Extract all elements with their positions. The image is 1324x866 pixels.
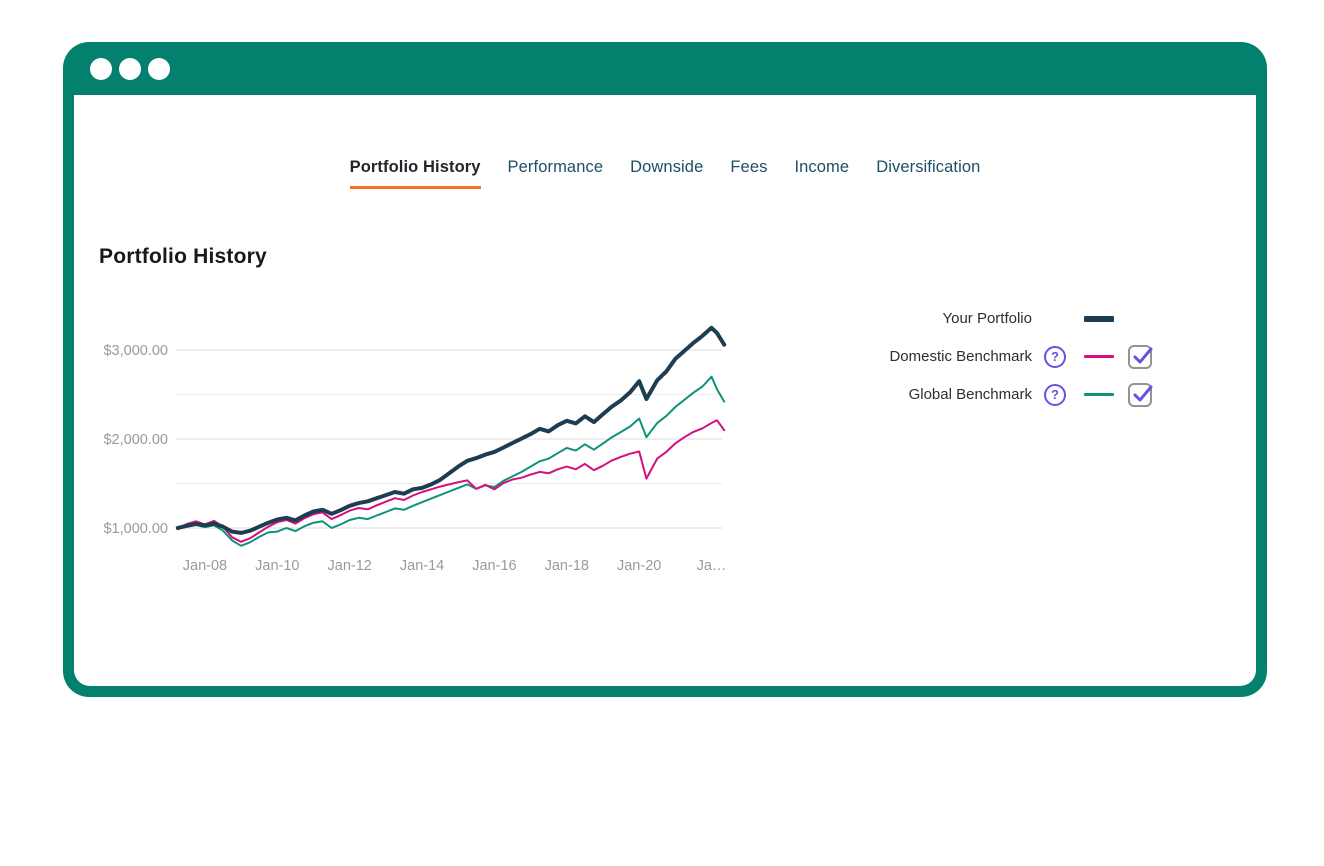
chart-legend: Your Portfolio Domestic Benchmark? Global … [889, 306, 1153, 420]
tab-performance[interactable]: Performance [507, 158, 604, 176]
x-axis-tick-label: Jan-10 [255, 558, 299, 574]
checkbox-slot [1128, 344, 1153, 369]
window-content: Portfolio History Performance Downside Fees… [74, 95, 1256, 686]
legend-label: Global Benchmark [908, 386, 1032, 403]
x-axis-tick-label: Jan-14 [400, 558, 444, 574]
help-slot: ? [1044, 383, 1066, 406]
browser-window: Portfolio History Performance Downside Fees… [63, 42, 1267, 697]
window-dot-2[interactable] [119, 57, 141, 80]
checkmark-icon [1133, 385, 1153, 401]
tab-fees[interactable]: Fees [730, 158, 768, 176]
page-title: Portfolio History [99, 245, 267, 268]
x-axis-tick-label: Jan-08 [183, 558, 227, 574]
series-visibility-checkbox[interactable] [1128, 382, 1153, 407]
swatch-slot [1084, 315, 1114, 322]
x-axis-tick-label: Jan-12 [328, 558, 372, 574]
series-line-global-benchmark [176, 375, 726, 547]
tab-bar: Portfolio History Performance Downside Fees… [74, 158, 1256, 189]
legend-row-domestic-benchmark: Domestic Benchmark? [889, 344, 1153, 369]
window-titlebar [63, 42, 1267, 95]
legend-label: Your Portfolio [942, 310, 1032, 327]
swatch-slot [1084, 355, 1114, 358]
help-question-icon[interactable]: ? [1044, 345, 1066, 368]
legend-row-your-portfolio: Your Portfolio [889, 306, 1152, 331]
portfolio-history-chart: $1,000.00 $2,000.00 $3,000.00 Jan-08 Jan-10 J… [103, 325, 727, 574]
y-axis-tick-label: $3,000.00 [103, 343, 168, 359]
swatch-slot [1084, 393, 1114, 396]
x-axis-tick-label: Jan-20 [617, 558, 661, 574]
series-line-your-portfolio [175, 325, 727, 535]
help-slot [1044, 308, 1066, 330]
tab-downside[interactable]: Downside [630, 158, 704, 176]
tab-income[interactable]: Income [794, 158, 850, 176]
tab-portfolio-history[interactable]: Portfolio History [349, 158, 481, 189]
tab-diversification[interactable]: Diversification [876, 158, 981, 176]
window-dot-1[interactable] [90, 57, 112, 80]
window-dot-3[interactable] [148, 57, 170, 80]
series-color-swatch [1084, 393, 1114, 396]
x-axis-tick-label: Ja… [697, 558, 727, 574]
x-axis-tick-label: Jan-16 [472, 558, 516, 574]
series-line-domestic-benchmark [176, 419, 726, 543]
checkbox-slot [1128, 382, 1153, 407]
y-axis-tick-label: $2,000.00 [103, 432, 168, 448]
legend-label: Domestic Benchmark [889, 348, 1032, 365]
help-slot: ? [1044, 345, 1066, 368]
legend-row-global-benchmark: Global Benchmark? [889, 382, 1153, 407]
x-axis-tick-label: Jan-18 [545, 558, 589, 574]
help-question-icon[interactable]: ? [1044, 383, 1066, 406]
checkbox-slot [1128, 307, 1152, 331]
series-color-swatch [1084, 355, 1114, 358]
checkmark-icon [1133, 347, 1153, 363]
y-axis-tick-label: $1,000.00 [103, 521, 168, 537]
series-visibility-checkbox[interactable] [1128, 344, 1153, 369]
series-color-swatch [1084, 315, 1114, 322]
